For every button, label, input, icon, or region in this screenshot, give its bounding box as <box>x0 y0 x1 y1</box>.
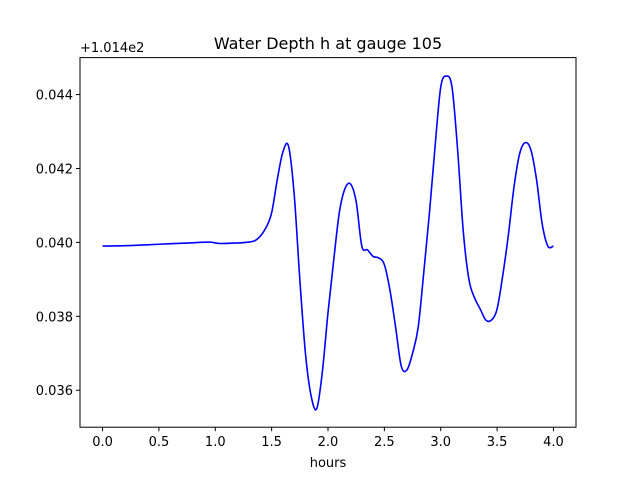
y-tick-label: 0.044 <box>36 89 73 104</box>
x-axis: 0.0 0.5 1.0 1.5 2.0 2.5 3.0 3.5 4.0 <box>92 427 564 450</box>
y-tick-label: 0.036 <box>36 384 73 399</box>
y-axis: 0.036 0.038 0.040 0.042 0.044 <box>36 89 80 399</box>
x-tick-label: 4.0 <box>543 435 564 450</box>
series-layer <box>102 75 554 411</box>
plot-frame <box>79 57 577 428</box>
y-tick-label: 0.038 <box>36 310 73 325</box>
x-tick-label: 2.5 <box>374 435 395 450</box>
x-tick-label: 2.0 <box>318 435 339 450</box>
x-tick-label: 0.0 <box>92 435 113 450</box>
x-tick-label: 1.0 <box>205 435 226 450</box>
x-tick-label: 0.5 <box>149 435 170 450</box>
chart-title: Water Depth h at gauge 105 <box>214 34 442 53</box>
series-line <box>102 75 554 411</box>
y-offset-label: +1.014e2 <box>80 41 144 56</box>
y-tick-label: 0.040 <box>36 236 73 251</box>
x-tick-label: 1.5 <box>261 435 282 450</box>
x-tick-label: 3.0 <box>430 435 451 450</box>
y-tick-label: 0.042 <box>36 162 73 177</box>
x-tick-label: 3.5 <box>487 435 508 450</box>
x-axis-label: hours <box>310 456 347 471</box>
